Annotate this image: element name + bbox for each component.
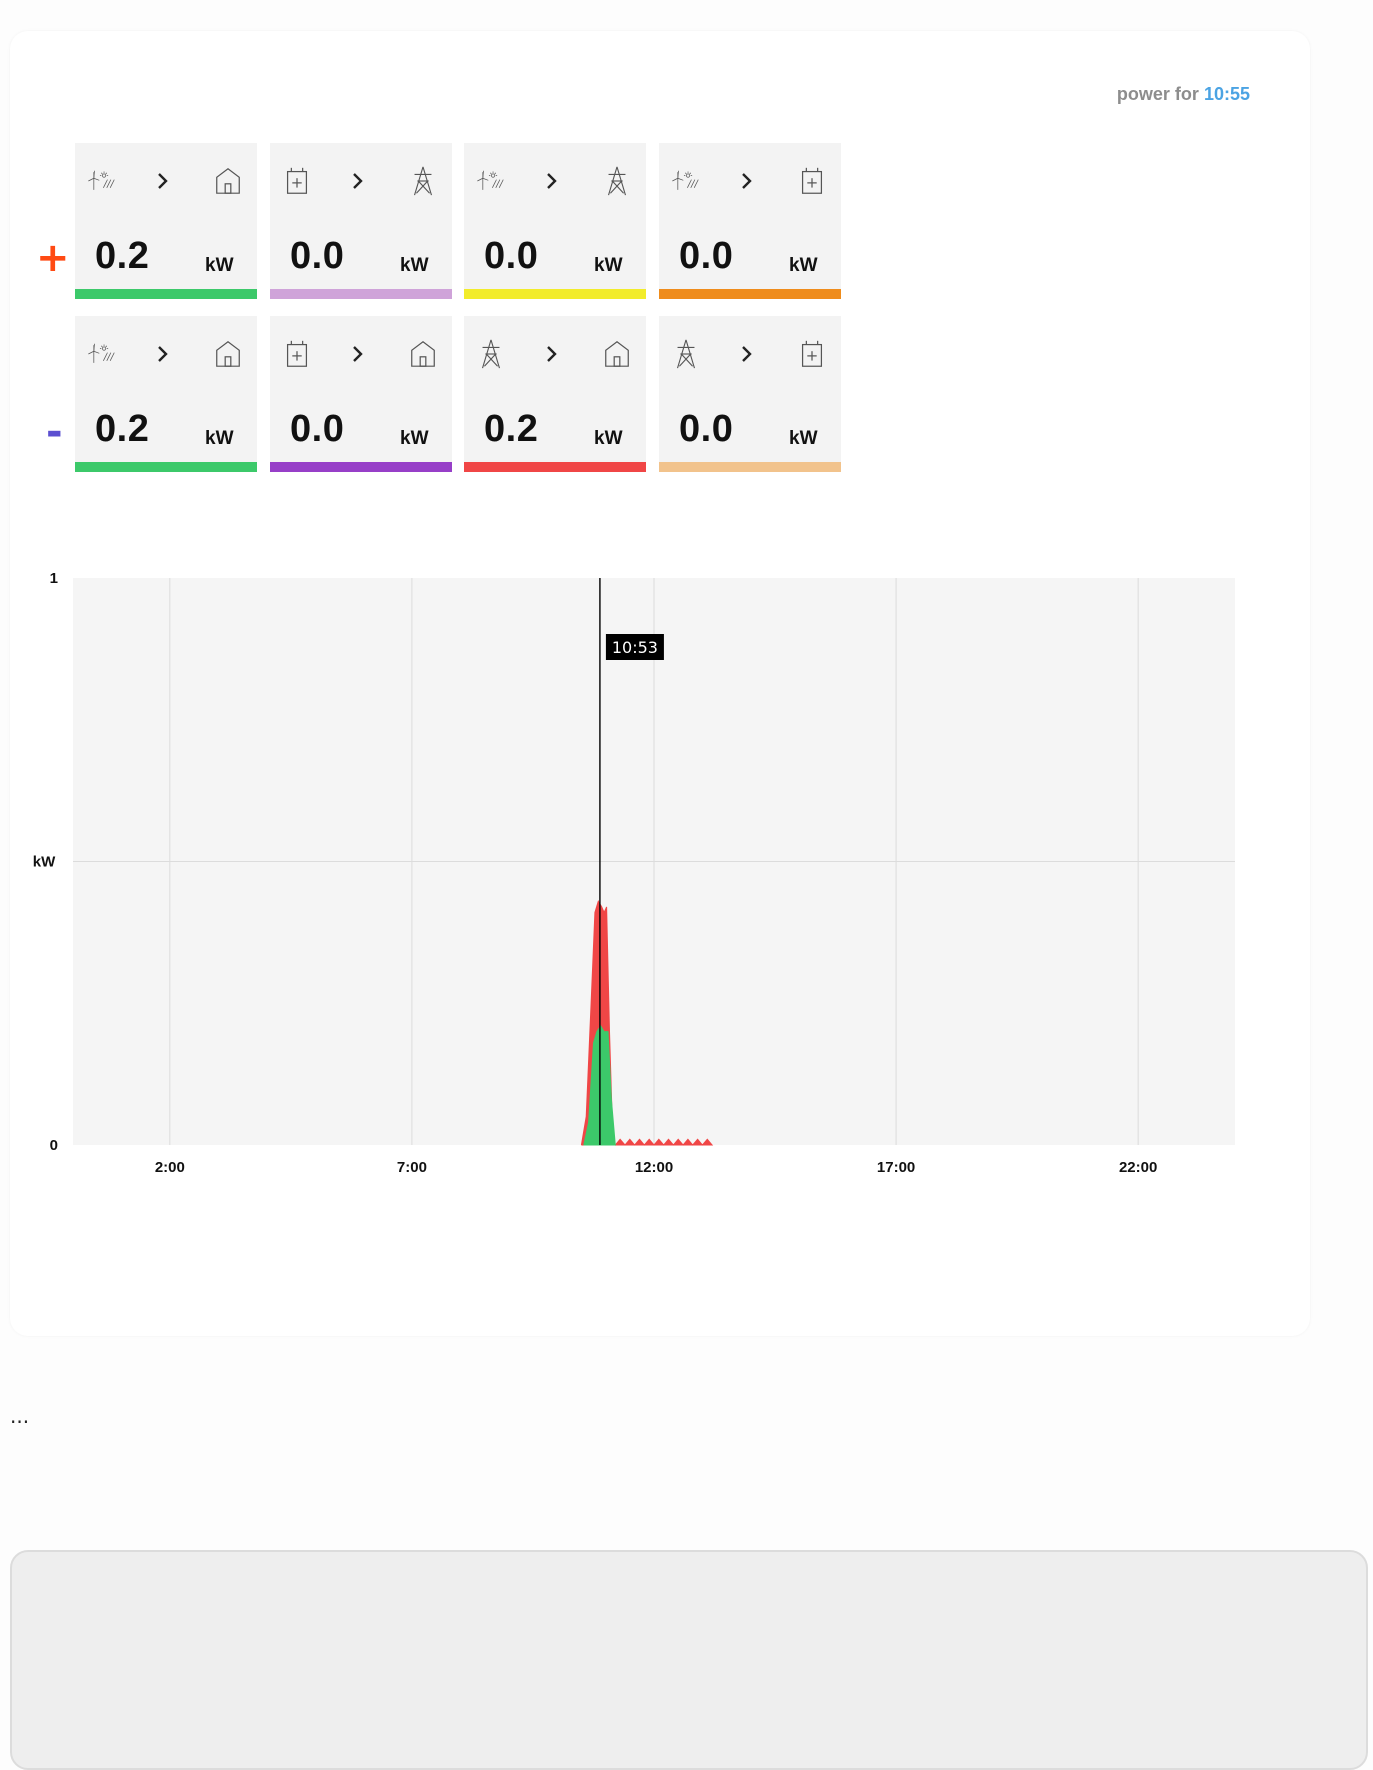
chart-cursor-time: 10:53 — [612, 638, 658, 657]
flow-color-bar — [270, 289, 452, 299]
flow-tile-minus-4[interactable]: 0.0 kW — [659, 316, 841, 472]
power-chart: 2:00 7:00 12:00 17:00 22:00 0 1 kW 10:53 — [0, 560, 1260, 1200]
solar-wind-icon — [476, 165, 506, 197]
chart-y-tick-label: 0 — [50, 1137, 58, 1154]
flow-value: 0.0 — [484, 235, 539, 277]
flow-color-bar — [464, 289, 646, 299]
chevron-right-icon — [739, 165, 755, 197]
flow-color-bar — [75, 462, 257, 472]
chart-x-tick-label: 17:00 — [877, 1159, 915, 1176]
solar-wind-icon — [671, 165, 701, 197]
flow-tile-minus-1[interactable]: 0.2 kW — [75, 316, 257, 472]
chart-cursor-badge — [605, 634, 664, 660]
chart-x-tick-label: 2:00 — [155, 1159, 185, 1176]
chevron-right-icon — [155, 338, 171, 370]
flow-color-bar — [270, 462, 452, 472]
chart-x-tick-label: 12:00 — [635, 1159, 673, 1176]
more-ellipsis[interactable]: ... — [10, 1404, 30, 1428]
flow-tile-minus-2[interactable]: 0.0 kW — [270, 316, 452, 472]
next-panel — [10, 1550, 1368, 1770]
plus-sign: + — [36, 235, 70, 281]
flow-tile-plus-4[interactable]: 0.0 kW — [659, 143, 841, 299]
flow-unit: kW — [789, 428, 818, 449]
house-icon — [213, 338, 243, 370]
flow-color-bar — [659, 462, 841, 472]
flow-value: 0.2 — [95, 235, 150, 277]
flow-color-bar — [659, 289, 841, 299]
power-tower-icon — [408, 165, 438, 197]
flow-tile-plus-2[interactable]: 0.0 kW — [270, 143, 452, 299]
chevron-right-icon — [350, 338, 366, 370]
chart-y-tick-label: 1 — [50, 570, 58, 587]
battery-icon — [282, 338, 312, 370]
flow-unit: kW — [594, 255, 623, 276]
flow-unit: kW — [205, 428, 234, 449]
chevron-right-icon — [350, 165, 366, 197]
flow-value: 0.0 — [679, 408, 734, 450]
flow-color-bar — [464, 462, 646, 472]
house-icon — [602, 338, 632, 370]
flow-unit: kW — [400, 428, 429, 449]
battery-icon — [797, 338, 827, 370]
flow-unit: kW — [789, 255, 818, 276]
flow-tile-plus-3[interactable]: 0.0 kW — [464, 143, 646, 299]
flow-value: 0.0 — [679, 235, 734, 277]
power-tower-icon — [602, 165, 632, 197]
battery-icon — [797, 165, 827, 197]
flow-tile-minus-3[interactable]: 0.2 kW — [464, 316, 646, 472]
power-for-prefix: power for — [1116, 84, 1199, 104]
flow-unit: kW — [205, 255, 234, 276]
flow-value: 0.2 — [95, 408, 150, 450]
solar-wind-icon — [87, 165, 117, 197]
power-for-label: power for 10:55 — [1090, 84, 1250, 105]
flow-value: 0.0 — [290, 235, 345, 277]
power-tower-icon — [476, 338, 506, 370]
flow-unit: kW — [594, 428, 623, 449]
flow-value: 0.2 — [484, 408, 539, 450]
flow-tile-plus-1[interactable]: 0.2 kW — [75, 143, 257, 299]
house-icon — [408, 338, 438, 370]
solar-wind-icon — [87, 338, 117, 370]
power-tower-icon — [671, 338, 701, 370]
chart-x-tick-label: 7:00 — [397, 1159, 427, 1176]
minus-sign: - — [46, 409, 63, 455]
house-icon — [213, 165, 243, 197]
chevron-right-icon — [544, 338, 560, 370]
flow-value: 0.0 — [290, 408, 345, 450]
chevron-right-icon — [155, 165, 171, 197]
flow-color-bar — [75, 289, 257, 299]
power-chart-svg: 2:00 7:00 12:00 17:00 22:00 0 1 kW 10:53 — [33, 570, 1235, 1176]
chart-y-axis-label: kW — [33, 854, 56, 871]
chevron-right-icon — [544, 165, 560, 197]
chart-x-tick-label: 22:00 — [1119, 1159, 1157, 1176]
power-for-time: 10:55 — [1203, 84, 1250, 104]
battery-icon — [282, 165, 312, 197]
chevron-right-icon — [739, 338, 755, 370]
flow-unit: kW — [400, 255, 429, 276]
